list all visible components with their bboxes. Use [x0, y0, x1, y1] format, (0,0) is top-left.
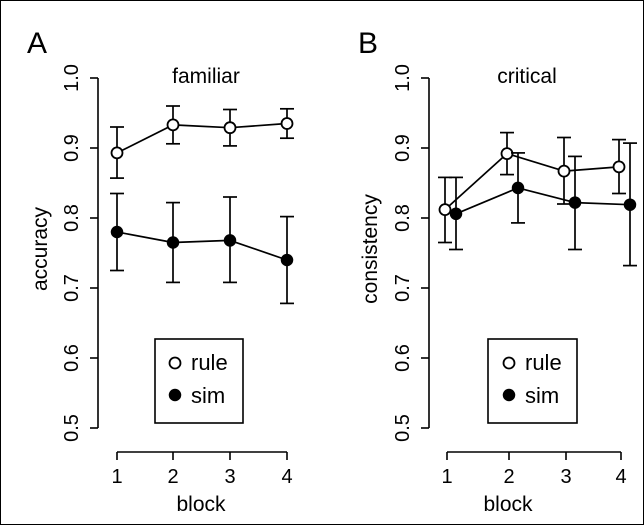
- y-tick-label: 0.5: [392, 414, 414, 442]
- series-sim-line: [574, 201, 631, 206]
- series-rule-point: [280, 117, 294, 130]
- x-tick-label: 3: [224, 466, 235, 488]
- series-rule-point: [110, 146, 124, 160]
- series-rule-point: [166, 118, 180, 132]
- legend-sim-label: sim: [191, 383, 225, 408]
- x-axis-label: block: [483, 493, 533, 516]
- plot-marks: 0.5 0.6 0.7 0.8 0.9 1.0 1 2 3 4: [392, 64, 637, 488]
- series-sim-line: [116, 231, 174, 244]
- series-rule-point: [557, 164, 571, 178]
- y-tick-label: 0.5: [61, 414, 83, 442]
- x-tick-label: 3: [560, 466, 571, 488]
- legend-sim-label: sim: [525, 383, 559, 408]
- series-sim-line: [517, 187, 576, 204]
- series-sim-line: [172, 239, 231, 244]
- series-rule-line: [116, 124, 174, 154]
- y-tick-label: 0.6: [61, 344, 83, 372]
- legend: rule sim: [487, 338, 578, 424]
- y-tick-label: 0.8: [392, 204, 414, 232]
- series-rule-point: [438, 203, 452, 217]
- series-sim-point: [449, 207, 463, 221]
- panel-letter: B: [358, 27, 378, 60]
- series-rule-line: [444, 152, 508, 211]
- series-rule-point: [612, 160, 626, 174]
- series-sim-point: [166, 236, 180, 249]
- series-rule-point: [223, 121, 237, 135]
- series-sim-point: [110, 225, 124, 239]
- y-tick-label: 0.7: [392, 274, 414, 302]
- series-sim-point: [280, 253, 294, 267]
- y-tick-label: 1.0: [61, 64, 83, 92]
- series-sim-point: [568, 196, 582, 209]
- y-tick-label: 1.0: [392, 64, 414, 92]
- y-tick-label: 0.8: [61, 204, 83, 232]
- x-tick-label: 4: [281, 466, 292, 488]
- panel-title: familiar: [172, 65, 240, 88]
- series-rule-point: [500, 147, 514, 161]
- legend-box: [154, 338, 244, 424]
- y-axis-label: consistency: [359, 194, 382, 304]
- legend-sim-marker: [168, 388, 182, 402]
- series-sim-line: [455, 187, 519, 215]
- panel-a: A familiar accuracy block 0.50.60.70.80.…: [27, 27, 294, 516]
- y-tick-label: 0.9: [61, 134, 83, 162]
- x-tick-label: 2: [167, 466, 178, 488]
- series-rule-line: [563, 166, 620, 172]
- series-sim-point: [511, 181, 525, 195]
- legend: rule sim: [154, 338, 244, 424]
- x-tick-label: 1: [441, 466, 452, 488]
- x-tick-label: 1: [111, 466, 122, 488]
- legend-sim-marker: [502, 388, 516, 402]
- x-axis-label: block: [176, 493, 226, 516]
- series-sim-point: [223, 234, 237, 247]
- series-rule-line: [172, 124, 231, 129]
- series-rule-line: [229, 122, 288, 129]
- panel-title: critical: [497, 65, 557, 88]
- series-sim-line: [229, 239, 288, 261]
- y-axis-label: accuracy: [29, 206, 52, 291]
- legend-rule-label: rule: [525, 350, 562, 375]
- legend-rule-label: rule: [191, 350, 228, 375]
- series-sim-point: [623, 198, 637, 211]
- panel-b: B critical consistency block 0.50.60.70.…: [358, 27, 637, 516]
- y-tick-label: 0.7: [61, 274, 83, 302]
- x-tick-label: 2: [503, 466, 514, 488]
- x-tick-label: 4: [615, 466, 626, 488]
- legend-box: [487, 338, 578, 424]
- plot-marks: 0.5 0.6 0.7 0.8 0.9 1.0 1 2 3 4: [61, 64, 294, 488]
- legend-rule-marker: [168, 356, 182, 370]
- legend-rule-marker: [502, 356, 516, 370]
- y-tick-label: 0.9: [392, 134, 414, 162]
- y-tick-label: 0.6: [392, 344, 414, 372]
- panel-letter: A: [27, 27, 47, 60]
- series-rule-line: [506, 152, 565, 172]
